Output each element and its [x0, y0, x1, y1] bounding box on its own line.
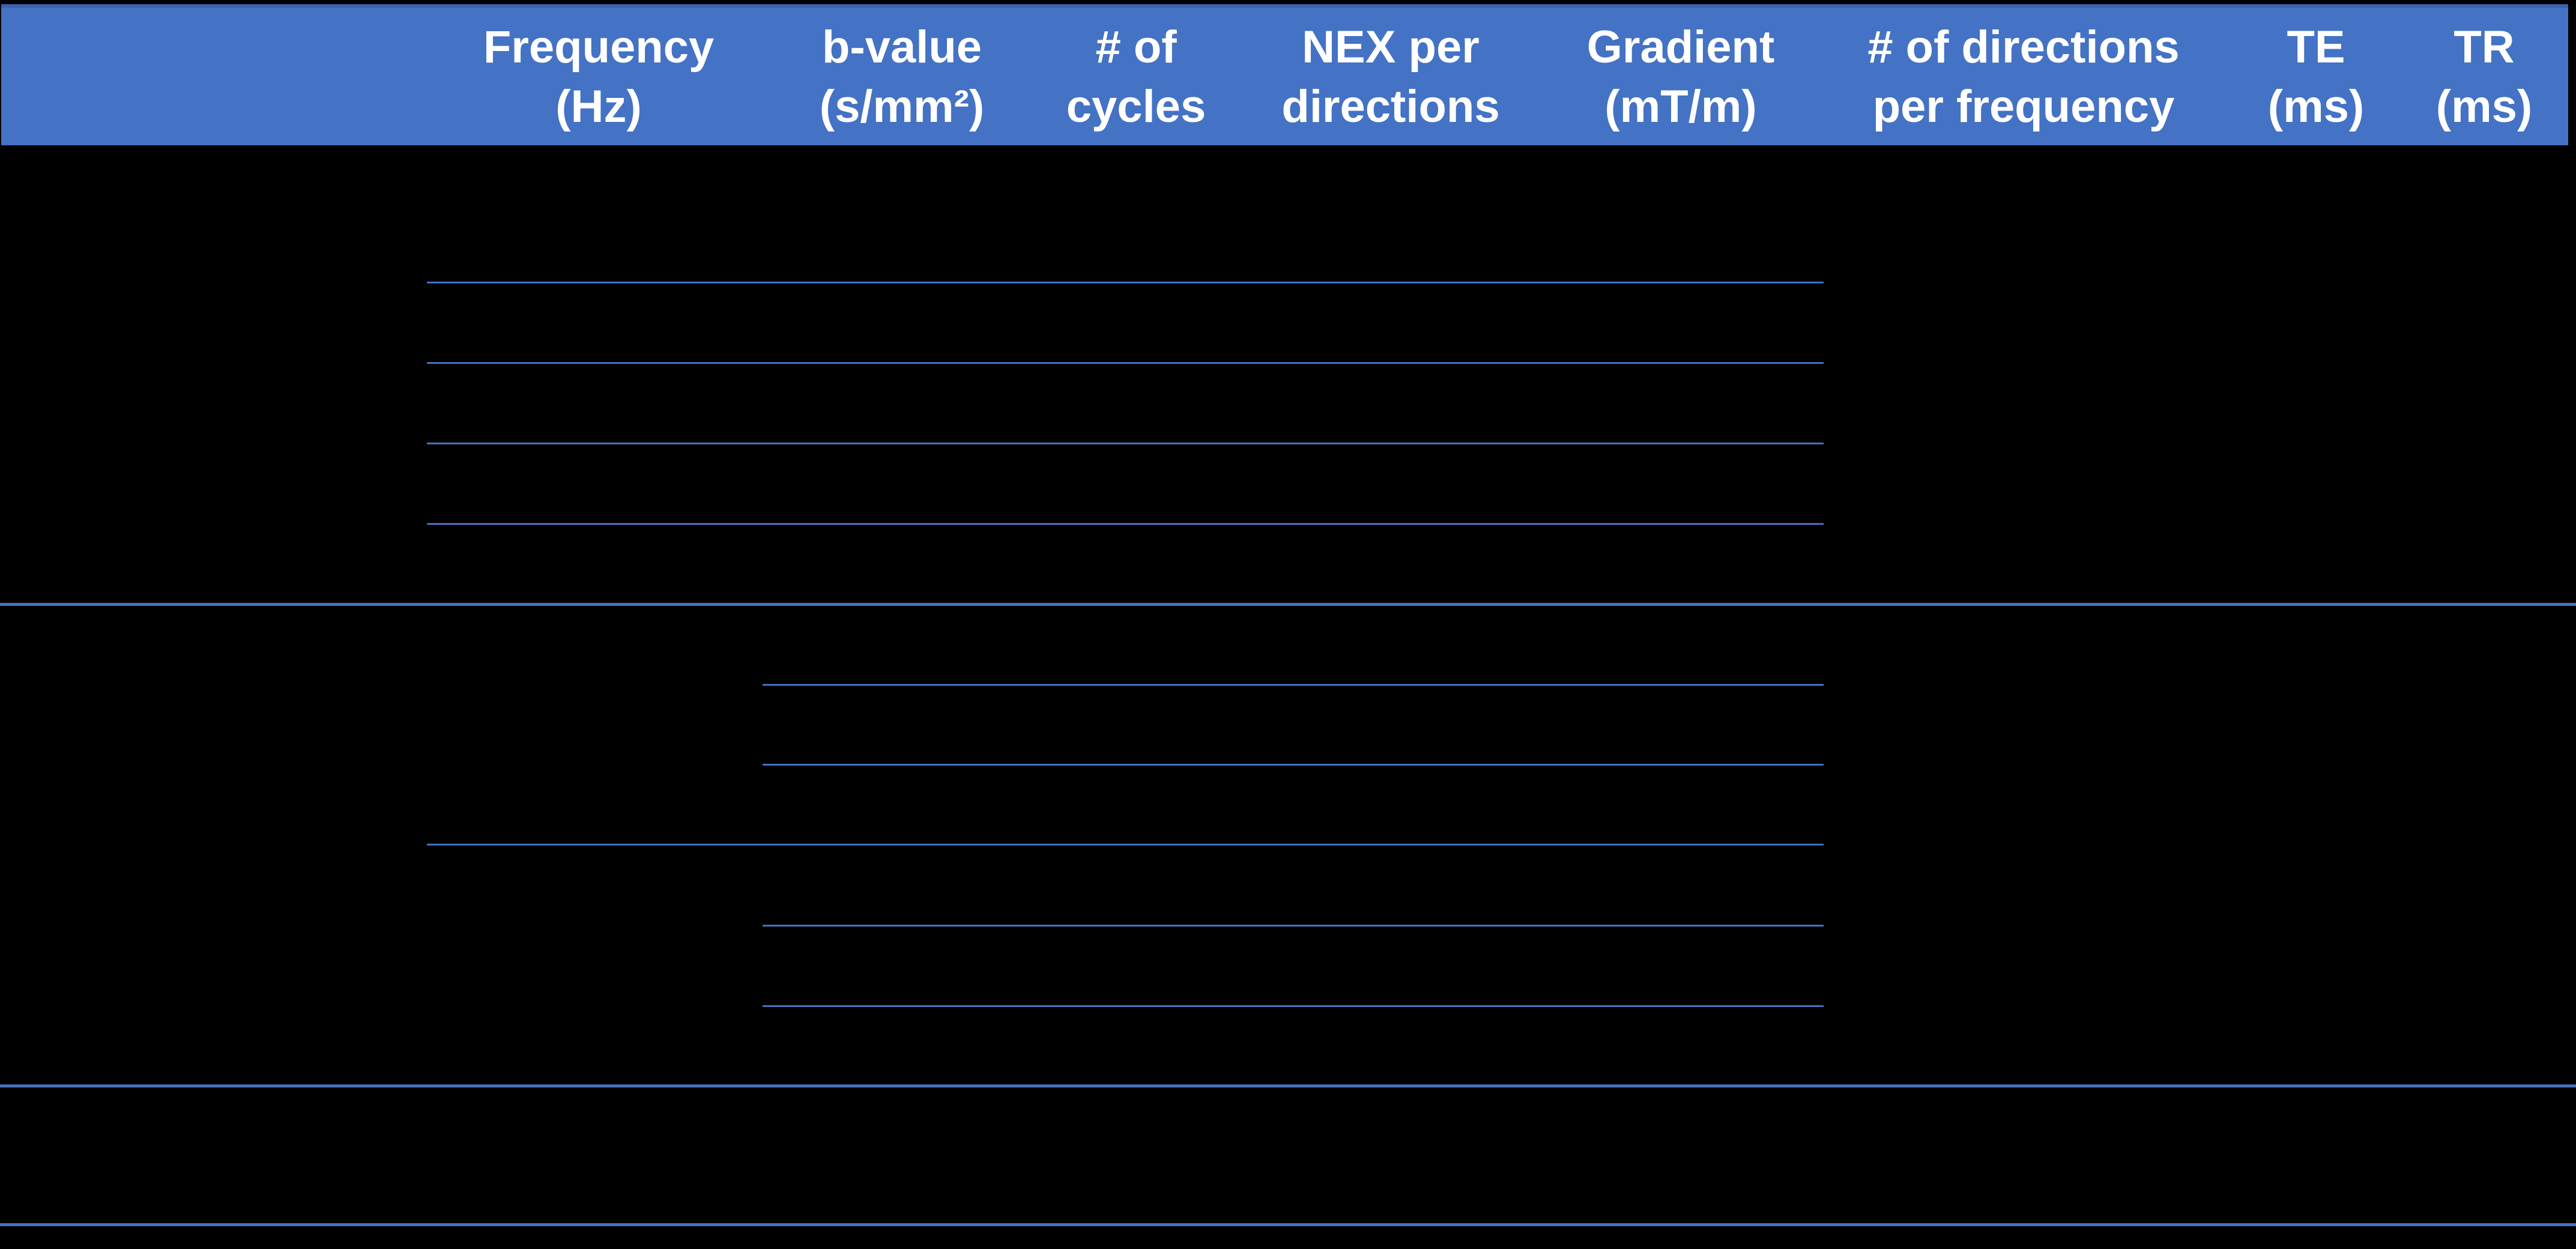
row-divider-line: [427, 362, 1824, 364]
column-header-cycles-line1: # of: [1095, 21, 1177, 73]
row-divider-line: [763, 925, 1824, 927]
column-header-te-line1: TE: [2287, 21, 2345, 73]
row-divider-line: [427, 282, 1824, 283]
row-divider-line: [763, 684, 1824, 686]
column-header-nex: NEX per directions: [1256, 8, 1526, 145]
column-header-gradient: Gradient (mT/m): [1546, 8, 1816, 145]
column-header-cycles: # of cycles: [1031, 8, 1241, 145]
column-header-bvalue-line2: (s/mm²): [819, 80, 985, 132]
column-header-frequency-line1: Frequency: [483, 21, 715, 73]
column-header-gradient-line1: Gradient: [1586, 21, 1775, 73]
column-header-frequency: Frequency (Hz): [449, 8, 749, 145]
column-header-frequency-line2: (Hz): [555, 80, 642, 132]
column-header-directions: # of directions per frequency: [1837, 8, 2210, 145]
column-header-bvalue: b-value (s/mm²): [767, 8, 1037, 145]
column-header-directions-line2: per frequency: [1872, 80, 2175, 132]
column-header-bvalue-line1: b-value: [821, 21, 982, 73]
section-divider-line: [0, 603, 2576, 606]
row-divider-line: [427, 443, 1824, 444]
section-divider-line: [0, 1084, 2576, 1087]
row-divider-line: [427, 523, 1824, 525]
row-divider-line: [763, 764, 1824, 766]
table-bottom-border: [0, 1223, 2576, 1226]
column-header-nex-line1: NEX per: [1302, 21, 1480, 73]
column-header-gradient-line2: (mT/m): [1604, 80, 1757, 132]
column-header-te-line2: (ms): [2267, 80, 2365, 132]
table-header-row: Frequency (Hz) b-value (s/mm²) # of cycl…: [1, 4, 2568, 145]
column-header-cycles-line2: cycles: [1066, 80, 1206, 132]
column-header-te: TE (ms): [2241, 8, 2391, 145]
column-header-nex-line2: directions: [1281, 80, 1500, 132]
column-header-directions-line1: # of directions: [1867, 21, 2180, 73]
column-header-tr-line2: (ms): [2435, 80, 2533, 132]
row-divider-line: [427, 844, 1824, 845]
column-header-tr-line1: TR: [2454, 21, 2515, 73]
column-header-tr: TR (ms): [2409, 8, 2559, 145]
row-divider-line: [763, 1005, 1824, 1007]
